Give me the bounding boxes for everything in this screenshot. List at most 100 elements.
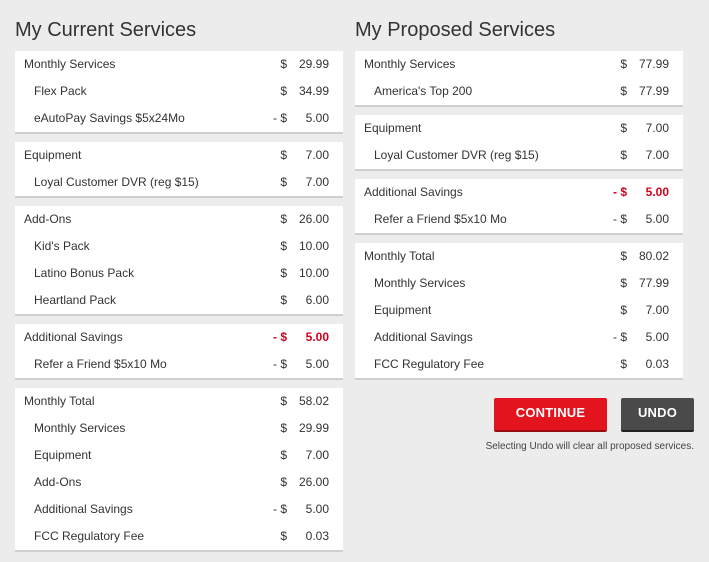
currency-sign: $ <box>280 212 287 226</box>
line-item-label: Monthly Services <box>364 57 456 71</box>
currency-sign: $ <box>280 148 287 162</box>
line-item-row: Equipment $7.00 <box>355 297 683 324</box>
currency-sign: $ <box>620 57 627 71</box>
currency-sign: - $ <box>272 330 287 344</box>
section-header-row: Monthly Services $29.99 <box>15 51 343 78</box>
section-header-row: Equipment $7.00 <box>355 115 683 142</box>
line-item-label: Equipment <box>364 121 422 135</box>
proposed-services-title: My Proposed Services <box>355 19 556 41</box>
line-item-label: Additional Savings <box>34 502 133 516</box>
currency-sign: $ <box>620 148 627 162</box>
currency-sign: $ <box>280 239 287 253</box>
line-item-row: Heartland Pack $6.00 <box>15 287 343 314</box>
line-item-row: Loyal Customer DVR (reg $15) $7.00 <box>15 169 343 196</box>
section-header-row: Additional Savings - $ 5.00 <box>355 179 683 206</box>
currency-sign: - $ <box>612 185 627 199</box>
line-item-row: America's Top 200 $77.99 <box>355 78 683 105</box>
currency-sign: $ <box>280 475 287 489</box>
line-item-row: Flex Pack $34.99 <box>15 78 343 105</box>
line-item-label: eAutoPay Savings $5x24Mo <box>34 111 185 125</box>
undo-button[interactable]: UNDO <box>621 398 694 432</box>
currency-sign: - $ <box>272 502 287 516</box>
line-item-label: Monthly Total <box>364 249 435 263</box>
line-item-label: Equipment <box>34 448 92 462</box>
line-item-label: Latino Bonus Pack <box>34 266 135 280</box>
proposed-section-card: Monthly Services $77.99 America's Top 200 $… <box>355 51 683 107</box>
currency-sign: - $ <box>272 111 287 125</box>
line-item-amount: 80.02 <box>638 249 669 263</box>
line-item-label: FCC Regulatory Fee <box>34 529 145 543</box>
proposed-section-card: Additional Savings - $5.00 Refer a Friend … <box>355 179 683 235</box>
current-section-card: Additional Savings - $5.00 Refer a Friend … <box>15 324 343 380</box>
line-item-amount: 5.00 <box>305 502 329 516</box>
line-item-row: eAutoPay Savings $5x24Mo - $ 5.00 <box>15 105 343 132</box>
undo-note: Selecting Undo will clear all proposed s… <box>485 441 694 452</box>
line-item-amount: 7.00 <box>645 121 669 135</box>
line-item-amount: 77.99 <box>638 84 669 98</box>
proposed-section-card: Equipment $7.00 Loyal Customer DVR (reg $1… <box>355 115 683 171</box>
line-item-label: FCC Regulatory Fee <box>374 357 485 371</box>
currency-sign: $ <box>280 421 287 435</box>
line-item-label: Add-Ons <box>24 212 72 226</box>
line-item-row: FCC Regulatory Fee $0.03 <box>15 523 343 550</box>
line-item-label: Additional Savings <box>374 330 473 344</box>
current-section-card: Add-Ons $26.00 Kid's Pack $10.00 Latino Bonu… <box>15 206 343 316</box>
line-item-row: Refer a Friend $5x10 Mo - $ 5.00 <box>15 351 343 378</box>
line-item-amount: 7.00 <box>645 303 669 317</box>
line-item-label: Monthly Total <box>24 394 95 408</box>
line-item-amount: 7.00 <box>645 148 669 162</box>
line-item-amount: 5.00 <box>645 185 669 199</box>
line-item-amount: 5.00 <box>305 111 329 125</box>
line-item-row: Additional Savings - $ 5.00 <box>15 496 343 523</box>
line-item-row: Monthly Services $29.99 <box>15 415 343 442</box>
currency-sign: $ <box>280 266 287 280</box>
line-item-amount: 29.99 <box>298 421 329 435</box>
line-item-amount: 5.00 <box>645 212 669 226</box>
line-item-row: FCC Regulatory Fee $0.03 <box>355 351 683 378</box>
line-item-row: Refer a Friend $5x10 Mo - $ 5.00 <box>355 206 683 233</box>
line-item-row: Equipment $7.00 <box>15 442 343 469</box>
line-item-row: Add-Ons $26.00 <box>15 469 343 496</box>
line-item-amount: 26.00 <box>298 475 329 489</box>
line-item-row: Kid's Pack $10.00 <box>15 233 343 260</box>
line-item-amount: 10.00 <box>298 266 329 280</box>
line-item-label: Monthly Services <box>24 57 116 71</box>
line-item-amount: 77.99 <box>638 57 669 71</box>
line-item-label: Flex Pack <box>34 84 87 98</box>
line-item-label: Loyal Customer DVR (reg $15) <box>374 148 539 162</box>
line-item-label: Loyal Customer DVR (reg $15) <box>34 175 199 189</box>
line-item-amount: 5.00 <box>305 357 329 371</box>
line-item-row: Latino Bonus Pack $10.00 <box>15 260 343 287</box>
line-item-label: Add-Ons <box>34 475 82 489</box>
current-section-card: Monthly Total $58.02 Monthly Services $29.9… <box>15 388 343 552</box>
currency-sign: - $ <box>272 357 287 371</box>
line-item-amount: 5.00 <box>305 330 329 344</box>
currency-sign: $ <box>280 57 287 71</box>
currency-sign: $ <box>280 529 287 543</box>
line-item-label: America's Top 200 <box>374 84 473 98</box>
currency-sign: $ <box>280 394 287 408</box>
line-item-amount: 34.99 <box>298 84 329 98</box>
line-item-row: Loyal Customer DVR (reg $15) $7.00 <box>355 142 683 169</box>
action-buttons: CONTINUE UNDO <box>494 398 695 432</box>
line-item-row: Additional Savings - $ 5.00 <box>355 324 683 351</box>
line-item-amount: 7.00 <box>305 448 329 462</box>
line-item-amount: 0.03 <box>305 529 329 543</box>
currency-sign: $ <box>620 249 627 263</box>
current-services-title: My Current Services <box>15 19 197 41</box>
line-item-amount: 58.02 <box>298 394 329 408</box>
proposed-section-card: Monthly Total $80.02 Monthly Services $77.9… <box>355 243 683 380</box>
current-section-card: Equipment $7.00 Loyal Customer DVR (reg $1… <box>15 142 343 198</box>
line-item-row: Monthly Services $77.99 <box>355 270 683 297</box>
line-item-label: Refer a Friend $5x10 Mo <box>34 357 167 371</box>
line-item-amount: 0.03 <box>645 357 669 371</box>
continue-button[interactable]: CONTINUE <box>494 398 607 432</box>
line-item-amount: 6.00 <box>305 293 329 307</box>
currency-sign: $ <box>620 303 627 317</box>
line-item-amount: 10.00 <box>298 239 329 253</box>
currency-sign: $ <box>620 276 627 290</box>
line-item-label: Equipment <box>374 303 432 317</box>
line-item-label: Kid's Pack <box>34 239 90 253</box>
section-header-row: Add-Ons $26.00 <box>15 206 343 233</box>
section-header-row: Monthly Total $58.02 <box>15 388 343 415</box>
